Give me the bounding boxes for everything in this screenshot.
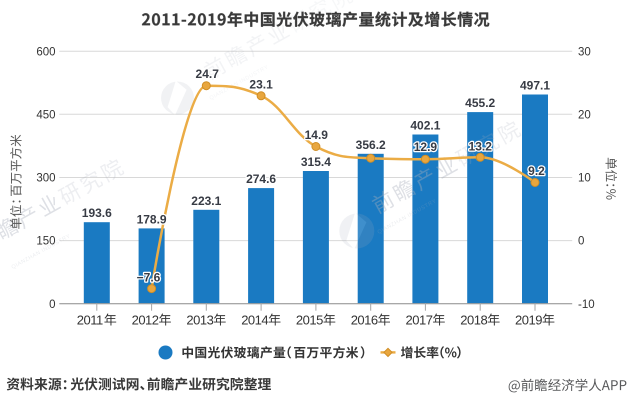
svg-text:178.9: 178.9: [137, 212, 167, 226]
svg-text:2019: 2019: [515, 313, 542, 328]
svg-text:0: 0: [578, 236, 584, 248]
svg-text:13.2: 13.2: [469, 140, 493, 154]
svg-text:455.2: 455.2: [465, 96, 495, 110]
svg-text:2011: 2011: [77, 313, 103, 328]
svg-text:30: 30: [578, 46, 591, 58]
svg-text:-10: -10: [578, 299, 595, 311]
svg-text:274.6: 274.6: [246, 172, 276, 186]
svg-text:223.1: 223.1: [191, 194, 221, 208]
svg-text:315.4: 315.4: [301, 155, 331, 169]
svg-text:0: 0: [49, 299, 55, 311]
svg-text:2013: 2013: [186, 313, 213, 328]
svg-text:150: 150: [36, 236, 55, 248]
svg-text:14.9: 14.9: [305, 128, 329, 142]
svg-text:2014: 2014: [241, 313, 268, 328]
svg-text:9.2: 9.2: [528, 164, 545, 178]
svg-text:12.9: 12.9: [414, 140, 438, 154]
svg-text:402.1: 402.1: [410, 119, 440, 133]
svg-text:20: 20: [578, 109, 591, 121]
svg-text:−7.6: −7.6: [137, 270, 161, 284]
svg-text:23.1: 23.1: [249, 77, 273, 91]
svg-text:300: 300: [36, 173, 55, 185]
svg-text:10: 10: [578, 173, 591, 185]
svg-text:2016: 2016: [351, 313, 378, 328]
svg-text:2015: 2015: [296, 313, 323, 328]
svg-text:2018: 2018: [460, 313, 487, 328]
svg-text:193.6: 193.6: [82, 206, 112, 220]
svg-text:450: 450: [36, 109, 55, 121]
svg-text:2012: 2012: [132, 313, 159, 328]
svg-text:600: 600: [36, 46, 55, 58]
svg-text:497.1: 497.1: [520, 79, 550, 93]
svg-text:356.2: 356.2: [356, 138, 386, 152]
svg-text:24.7: 24.7: [196, 67, 220, 81]
svg-text:2017: 2017: [406, 313, 433, 328]
